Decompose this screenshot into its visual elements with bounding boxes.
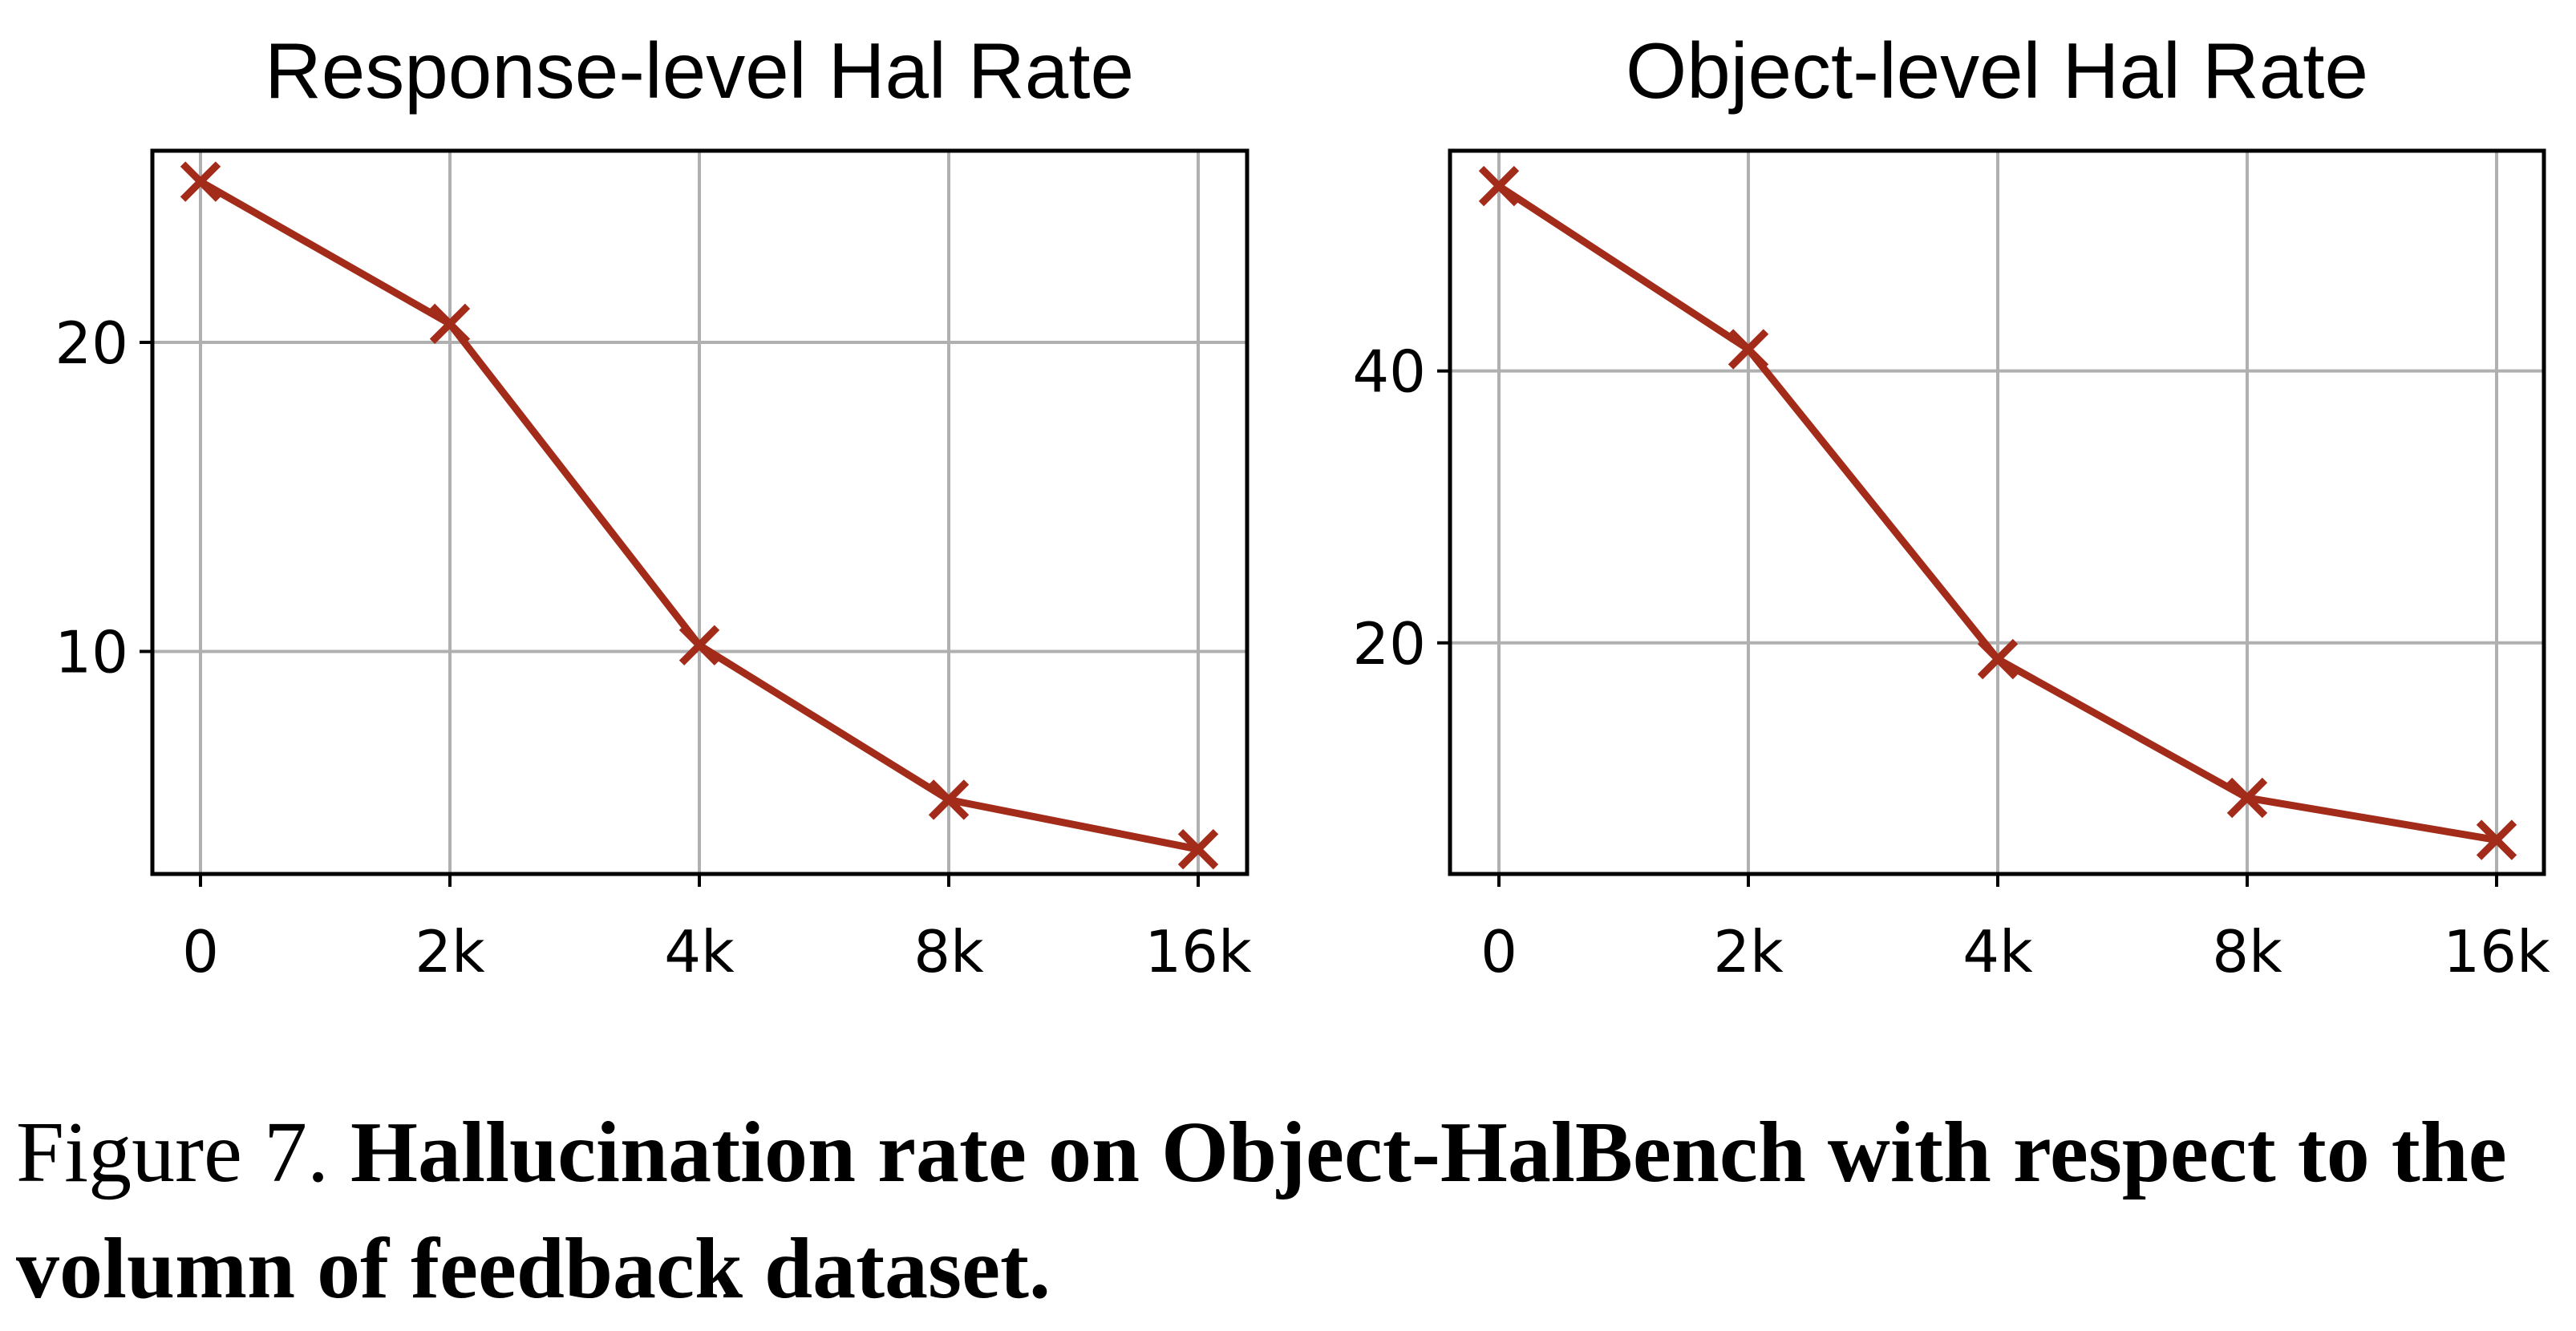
marker-stroke	[429, 303, 471, 345]
data-point-marker	[2226, 777, 2268, 819]
data-point-marker	[678, 625, 720, 666]
x-tick-label: 2k	[415, 918, 485, 985]
y-tick-label: 10	[55, 618, 128, 686]
marker-stroke	[2476, 819, 2517, 860]
x-tick-label: 2k	[1713, 918, 1784, 985]
data-point-marker	[1977, 638, 2019, 680]
data-point-marker	[2476, 819, 2517, 860]
marker-stroke	[2226, 777, 2268, 819]
axes-frame	[1448, 148, 2546, 876]
y-tick-label: 40	[1352, 338, 1426, 406]
y-tick-label: 20	[55, 309, 128, 377]
chart-title: Object-level Hal Rate	[1626, 26, 2368, 115]
marker-stroke	[1177, 828, 1219, 870]
marker-stroke	[678, 625, 720, 666]
data-point-marker	[1478, 165, 1520, 207]
caption-prefix: Figure 7.	[16, 1105, 329, 1200]
x-tick-label: 4k	[1962, 918, 2033, 985]
marker-stroke	[1977, 638, 2019, 680]
chart-object-level: Object-level Hal Rate 0 2k 4k 8k 16k 20 40	[1352, 26, 2550, 985]
x-tick-label: 4k	[664, 918, 735, 985]
marker-stroke	[1478, 165, 1520, 207]
data-point-marker	[429, 303, 471, 345]
x-tick-label: 8k	[2212, 918, 2282, 985]
data-point-marker	[1177, 828, 1219, 870]
chart-title: Response-level Hal Rate	[265, 26, 1134, 115]
figure-caption: Figure 7. Hallucination rate on Object-H…	[16, 1094, 2566, 1327]
x-tick-label: 0	[1480, 918, 1517, 985]
x-tick-label: 0	[182, 918, 219, 985]
data-point-marker	[1727, 329, 1769, 370]
data-point-marker	[180, 161, 221, 202]
data-point-marker	[928, 779, 970, 820]
marker-stroke	[1727, 329, 1769, 370]
x-tick-label: 16k	[1144, 918, 1252, 985]
marker-stroke	[928, 779, 970, 820]
y-tick-label: 20	[1352, 610, 1426, 678]
axes-frame	[150, 148, 1250, 876]
x-tick-label: 16k	[2443, 918, 2550, 985]
caption-text: Hallucination rate on Object-HalBench wi…	[16, 1105, 2507, 1317]
x-tick-label: 8k	[913, 918, 984, 985]
chart-response-level: Response-level Hal Rate 0 2k 4k 8k 16k 10 20	[55, 26, 1252, 985]
marker-stroke	[180, 161, 221, 202]
